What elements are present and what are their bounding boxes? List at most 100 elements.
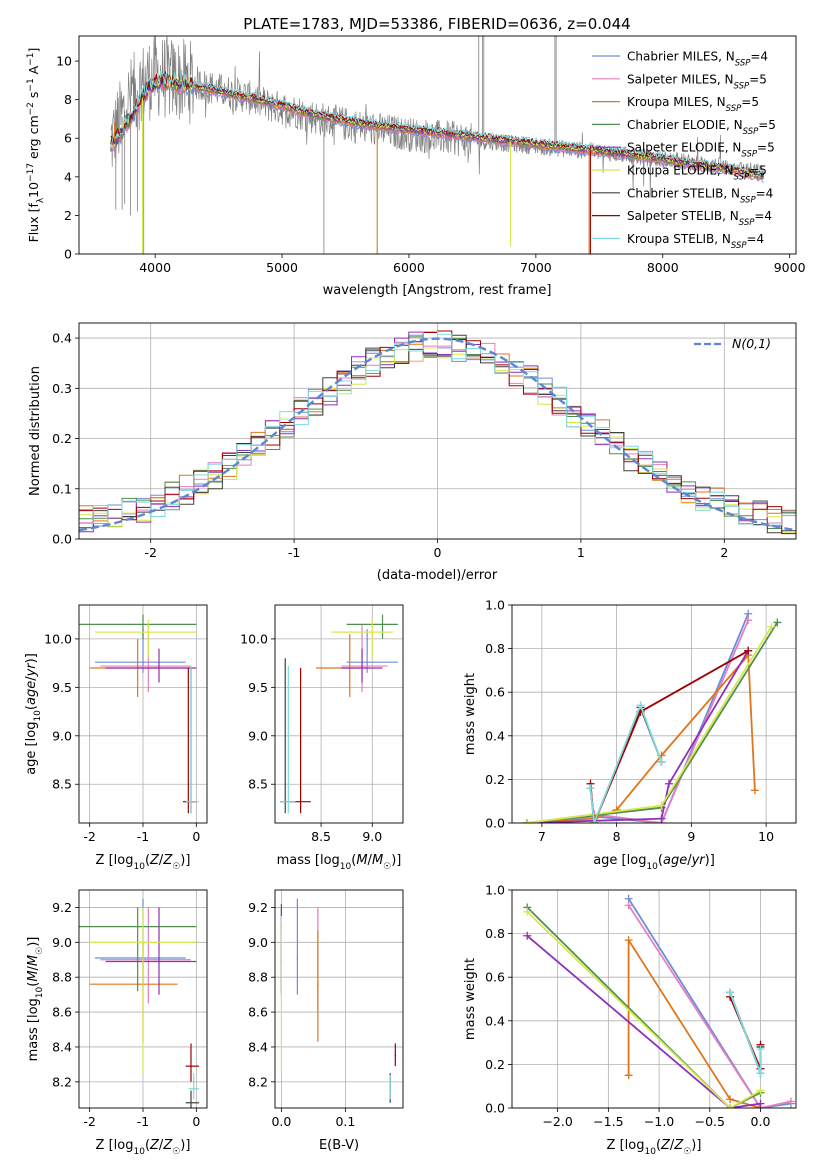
y-tick-label: 0.8 bbox=[485, 926, 505, 941]
y-tick-label: 0.6 bbox=[485, 970, 505, 985]
x-axis-label: age [log10(age/yr)] bbox=[593, 853, 715, 872]
y-tick-label: 0.2 bbox=[485, 772, 505, 787]
legend-entry: Salpeter MILES, NSSP=5 bbox=[627, 72, 767, 91]
data-point bbox=[190, 1101, 192, 1104]
y-axis-label: mass weight bbox=[463, 673, 478, 755]
data-point bbox=[287, 800, 290, 803]
y-tick-label: 8.8 bbox=[52, 970, 72, 985]
weight-marker bbox=[726, 1095, 735, 1104]
x-tick-label: -2 bbox=[83, 1114, 95, 1129]
weight-marker bbox=[756, 1069, 765, 1078]
legend-entry: N(0,1) bbox=[732, 336, 771, 351]
y-tick-label: 0.4 bbox=[485, 1013, 505, 1028]
legend-entry: Chabrier MILES, NSSP=4 bbox=[627, 50, 768, 69]
y-tick-label: 0.6 bbox=[485, 685, 505, 700]
y-tick-label: 9.2 bbox=[52, 900, 72, 915]
legend-entry: Chabrier ELODIE, NSSP=5 bbox=[627, 118, 776, 137]
x-tick-label: 7000 bbox=[520, 260, 552, 275]
data-point bbox=[190, 1065, 192, 1067]
weight-marker bbox=[750, 786, 759, 795]
x-tick-label: 2 bbox=[720, 545, 728, 560]
plot-area bbox=[79, 898, 199, 1108]
y-tick-label: 6 bbox=[64, 131, 72, 146]
plot-area bbox=[79, 330, 796, 535]
data-point bbox=[381, 623, 384, 626]
x-tick-label: 7 bbox=[538, 829, 546, 844]
weight-marker bbox=[624, 936, 633, 945]
x-tick-label: 1 bbox=[577, 545, 585, 560]
figure-title: PLATE=1783, MJD=53386, FIBERID=0636, z=0… bbox=[243, 15, 630, 33]
weight-marker bbox=[624, 901, 633, 910]
weight-marker bbox=[636, 701, 645, 710]
y-tick-label: 0.4 bbox=[485, 728, 505, 743]
weight-marker bbox=[756, 1099, 765, 1108]
plot-area bbox=[522, 609, 782, 823]
weight-marker bbox=[726, 1104, 735, 1108]
x-tick-label: −1.0 bbox=[644, 1114, 674, 1129]
model-spectrum-salpeter-stelib bbox=[110, 71, 764, 176]
data-point bbox=[142, 941, 144, 944]
plots-group: 4000 5000 6000 7000 8000 90000246810wavelengt… bbox=[24, 35, 806, 1157]
y-tick-label: 0.8 bbox=[485, 641, 505, 656]
y-tick-label: 0.0 bbox=[485, 1101, 505, 1116]
y-tick-label: 9.2 bbox=[248, 900, 268, 915]
legend-entry: Kroupa MILES, NSSP=5 bbox=[627, 95, 759, 114]
weight-marker bbox=[744, 646, 753, 655]
legend-entry: Chabrier STELIB, NSSP=4 bbox=[627, 186, 773, 205]
axes-mass_vs_EBV: 0.0 0.1 8.2 8.4 8.6 8.8 9.0 9.2 bbox=[248, 889, 404, 1129]
data-point bbox=[361, 667, 363, 669]
data-point bbox=[299, 800, 302, 803]
data-point bbox=[142, 661, 144, 663]
y-tick-label: 0.0 bbox=[52, 532, 72, 547]
weight-marker bbox=[657, 757, 666, 766]
plot-area bbox=[79, 614, 199, 814]
y-axis-label: Flux [fλ10−17 erg cm−2 s−1 A−1] bbox=[26, 48, 46, 243]
data-point bbox=[296, 957, 299, 959]
y-tick-label: 8.5 bbox=[248, 777, 268, 792]
weight-marker bbox=[523, 907, 532, 916]
weight-marker bbox=[744, 616, 753, 625]
weight-marker bbox=[786, 1097, 795, 1106]
x-tick-label: −1.5 bbox=[593, 1114, 623, 1129]
axes-age_vs_mass: 8.5 9.0 8.5 9.0 9.5 10.0 mass [log10(M/M☉)] bbox=[240, 604, 404, 872]
axes-spectrum: 4000 5000 6000 7000 8000 9000 0 2 4 6 8 10 wavelengt… bbox=[26, 35, 806, 298]
legend-entry: Salpeter STELIB, NSSP=4 bbox=[627, 209, 772, 228]
y-tick-label: 10 bbox=[56, 54, 72, 69]
axes-frame bbox=[78, 889, 208, 1109]
x-tick-label: 0 bbox=[192, 1114, 200, 1129]
y-tick-label: 0.4 bbox=[52, 331, 72, 346]
axes-mass_vs_Z: -2 -1 0 8.2 8.4 8.6 8.8 9.0 9.2 Z [log10(Z/Z☉)] ma… bbox=[26, 889, 208, 1157]
weight-marker bbox=[624, 1071, 633, 1080]
x-tick-label: 5000 bbox=[266, 260, 298, 275]
y-tick-label: 8.6 bbox=[248, 1005, 268, 1020]
weight-marker bbox=[657, 801, 666, 810]
axes-frame bbox=[78, 604, 208, 824]
weight-line-salpeter-elodie bbox=[526, 650, 749, 823]
data-point bbox=[147, 665, 150, 667]
legend-entry: Salpeter ELODIE, NSSP=5 bbox=[627, 141, 775, 160]
axes-massweight_vs_age: 7 8 9 10 0.0 0.2 0.4 0.6 0.8 1.0 age [log10(age/yr… bbox=[463, 598, 797, 872]
y-tick-label: 8.2 bbox=[248, 1074, 268, 1089]
y-tick-label: 4 bbox=[64, 169, 72, 184]
y-tick-label: 8 bbox=[64, 92, 72, 107]
axes-frame bbox=[274, 604, 404, 824]
y-axis-label: age [log10(age/yr)] bbox=[24, 653, 43, 775]
y-tick-label: 8.4 bbox=[52, 1039, 72, 1054]
x-axis-label: Z [log10(Z/Z☉)] bbox=[96, 1138, 191, 1157]
data-point bbox=[147, 958, 150, 961]
y-tick-label: 0.3 bbox=[52, 381, 72, 396]
y-tick-label: 8.4 bbox=[248, 1039, 268, 1054]
plot-area bbox=[280, 898, 397, 1103]
data-point bbox=[142, 623, 144, 626]
x-tick-label: 9.0 bbox=[362, 829, 382, 844]
y-tick-label: 10.0 bbox=[240, 631, 268, 646]
legend: Chabrier MILES, NSSP=4 Salpeter MILES, NS… bbox=[592, 50, 776, 251]
y-tick-label: 10.0 bbox=[44, 631, 72, 646]
x-tick-label: -2 bbox=[144, 545, 156, 560]
x-tick-label: 0.1 bbox=[335, 1114, 355, 1129]
x-tick-label: 0 bbox=[192, 829, 200, 844]
y-tick-label: 9.0 bbox=[248, 935, 268, 950]
data-point bbox=[389, 1088, 392, 1090]
plot-area bbox=[523, 894, 795, 1108]
y-tick-label: 1.0 bbox=[485, 883, 505, 898]
